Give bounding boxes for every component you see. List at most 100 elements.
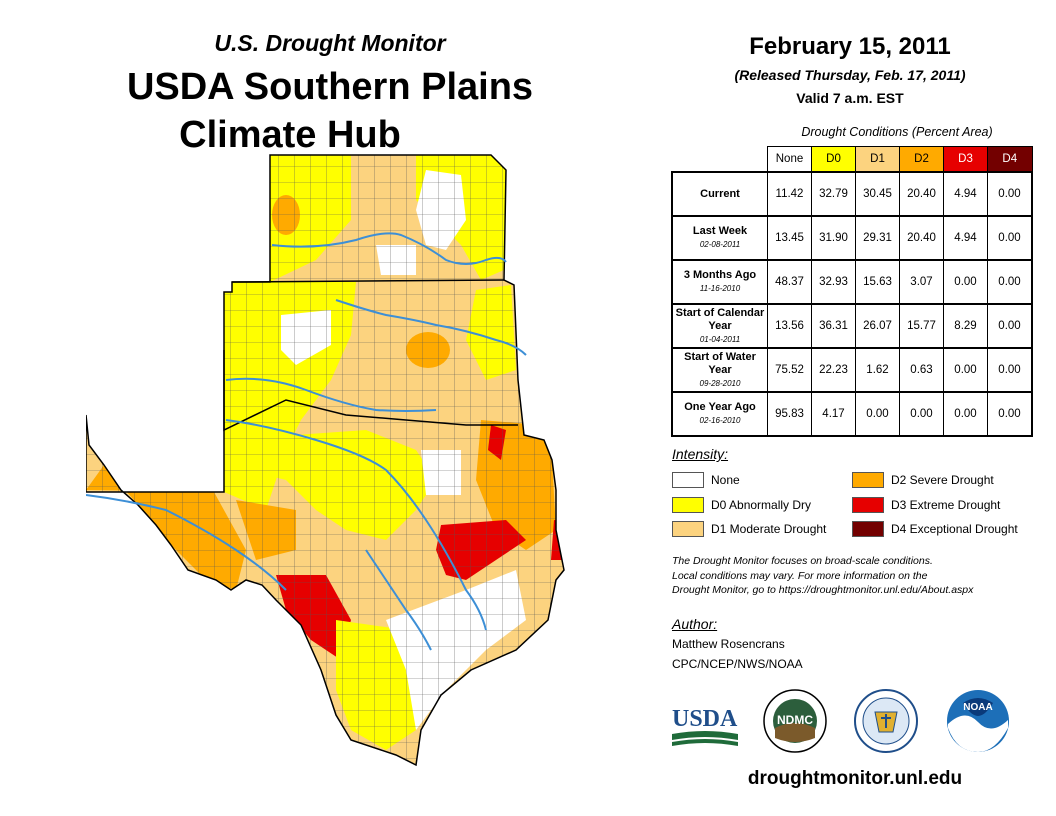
table-cell: 1.62 xyxy=(855,347,900,393)
table-cell: 20.40 xyxy=(899,215,944,261)
table-cell: 15.63 xyxy=(855,259,900,305)
table-cell: 0.00 xyxy=(855,391,900,437)
author-name: Matthew Rosencrans xyxy=(672,637,785,651)
row-label-text: Start of Water Year xyxy=(684,350,756,376)
table-cell: 0.00 xyxy=(943,259,988,305)
row-date: 02-08-2011 xyxy=(699,240,741,249)
table-row: One Year Ago 02-16-2010 95.83 4.17 0.00 0.00 0… xyxy=(671,391,1033,437)
legend-label: D2 Severe Drought xyxy=(891,473,994,487)
commerce-seal-emblem xyxy=(881,714,891,728)
legend-swatch xyxy=(672,497,704,513)
column-header-d2: D2 xyxy=(899,146,944,173)
row-label: One Year Ago 02-16-2010 xyxy=(671,391,768,437)
map-date: February 15, 2011 xyxy=(749,33,951,60)
table-cell: 20.40 xyxy=(899,171,944,217)
table-cell: 4.94 xyxy=(943,215,988,261)
legend-item: D1 Moderate Drought xyxy=(672,521,826,537)
row-label-text: 3 Months Ago xyxy=(683,269,757,281)
table-row: Start of Water Year 09-28-2010 75.52 22.23 1… xyxy=(671,347,1033,393)
legend-item: D0 Abnormally Dry xyxy=(672,497,811,513)
table-cell: 95.83 xyxy=(767,391,812,437)
table-cell: 75.52 xyxy=(767,347,812,393)
usda-logo: USDA xyxy=(672,706,738,746)
note-line: Drought Monitor, go to https://droughtmo… xyxy=(672,584,974,596)
page-title-line1: USDA Southern Plains xyxy=(126,66,534,108)
note-line: Local conditions may vary. For more info… xyxy=(672,569,928,582)
note-line: The Drought Monitor focuses on broad-sca… xyxy=(672,555,933,567)
table-cell: 4.94 xyxy=(943,171,988,217)
drought-conditions-table: None D0 D1 D2 D3 D4 Current 11.42 32.79 30.… xyxy=(671,146,1033,437)
noaa-logo-bird xyxy=(963,698,993,716)
table-cell: 36.31 xyxy=(811,303,856,349)
table-cell: 0.00 xyxy=(987,303,1033,349)
legend-swatch xyxy=(852,497,884,513)
row-label-text: Current xyxy=(700,187,740,200)
row-label-text: Start of Calendar Year xyxy=(675,306,765,332)
table-cell: 22.23 xyxy=(811,347,856,393)
usda-logo-swoosh xyxy=(672,731,738,740)
row-label-text: Last Week xyxy=(692,225,748,237)
table-cell: 0.00 xyxy=(987,215,1033,261)
table-cell: 11.42 xyxy=(767,171,812,217)
column-header-d0: D0 xyxy=(811,146,856,173)
row-label-text: One Year Ago xyxy=(684,401,756,413)
table-cell: 26.07 xyxy=(855,303,900,349)
table-cell: 8.29 xyxy=(943,303,988,349)
table-cell: 0.00 xyxy=(943,347,988,393)
commerce-seal-logo xyxy=(854,689,918,753)
table-cell: 0.63 xyxy=(899,347,944,393)
table-row: Current 11.42 32.79 30.45 20.40 4.94 0.00 xyxy=(671,171,1033,217)
row-label: Start of Calendar Year 01-04-2011 xyxy=(671,303,768,349)
table-cell: 32.93 xyxy=(811,259,856,305)
row-label: 3 Months Ago 11-16-2010 xyxy=(671,259,768,305)
table-cell: 32.79 xyxy=(811,171,856,217)
table-cell: 13.56 xyxy=(767,303,812,349)
legend-label: D4 Exceptional Drought xyxy=(891,522,1018,536)
legend-item: D4 Exceptional Drought xyxy=(852,521,1018,537)
author-label: Author: xyxy=(672,616,718,632)
rivers xyxy=(86,232,527,651)
table-cell: 31.90 xyxy=(811,215,856,261)
table-cell: 15.77 xyxy=(899,303,944,349)
legend-swatch xyxy=(672,472,704,488)
legend-swatch xyxy=(852,472,884,488)
website-link[interactable]: droughtmonitor.unl.edu xyxy=(747,768,963,789)
table-cell: 0.00 xyxy=(987,171,1033,217)
table-cell: 3.07 xyxy=(899,259,944,305)
legend-item: D3 Extreme Drought xyxy=(852,497,1000,513)
row-date: 01-04-2011 xyxy=(699,334,741,344)
row-label: Last Week 02-08-2011 xyxy=(671,215,768,261)
row-date: 11-16-2010 xyxy=(699,284,741,293)
legend-item: D2 Severe Drought xyxy=(852,472,994,488)
row-label: Start of Water Year 09-28-2010 xyxy=(671,347,768,393)
kansas-oklahoma-border xyxy=(231,279,505,283)
row-date: 09-28-2010 xyxy=(699,378,741,388)
subtitle: U.S. Drought Monitor xyxy=(214,30,446,56)
table-title: Drought Conditions (Percent Area) xyxy=(801,125,993,139)
oklahoma-texas-border xyxy=(223,350,518,432)
table-cell: 0.00 xyxy=(987,391,1033,437)
legend-swatch xyxy=(672,521,704,537)
table-row: Start of Calendar Year 01-04-2011 13.56 36.… xyxy=(671,303,1033,349)
release-date: (Released Thursday, Feb. 17, 2011) xyxy=(734,67,966,83)
county-lines xyxy=(86,155,564,765)
author-org: CPC/NCEP/NWS/NOAA xyxy=(672,657,803,671)
disclaimer-note: The Drought Monitor focuses on broad-sca… xyxy=(672,554,1052,598)
table-cell: 48.37 xyxy=(767,259,812,305)
region-outline xyxy=(86,154,565,767)
row-label: Current xyxy=(671,171,768,217)
legend-item: None xyxy=(672,472,740,488)
table-cell: 4.17 xyxy=(811,391,856,437)
table-row: 3 Months Ago 11-16-2010 48.37 32.93 15.63 3.0… xyxy=(671,259,1033,305)
table-cell: 0.00 xyxy=(987,259,1033,305)
page-title-line2: Climate Hub xyxy=(179,114,401,156)
row-date: 02-16-2010 xyxy=(699,416,741,425)
column-header-d3: D3 xyxy=(943,146,988,173)
noaa-logo-text: NOAA xyxy=(963,702,992,713)
legend-label: D1 Moderate Drought xyxy=(711,522,827,536)
ndmc-logo-text: NDMC xyxy=(777,713,813,727)
column-header-none: None xyxy=(767,146,812,173)
table-body: Current 11.42 32.79 30.45 20.40 4.94 0.00 Last … xyxy=(671,171,1033,437)
usda-logo-text: USDA xyxy=(672,706,738,732)
legend-label: D3 Extreme Drought xyxy=(891,498,1001,512)
